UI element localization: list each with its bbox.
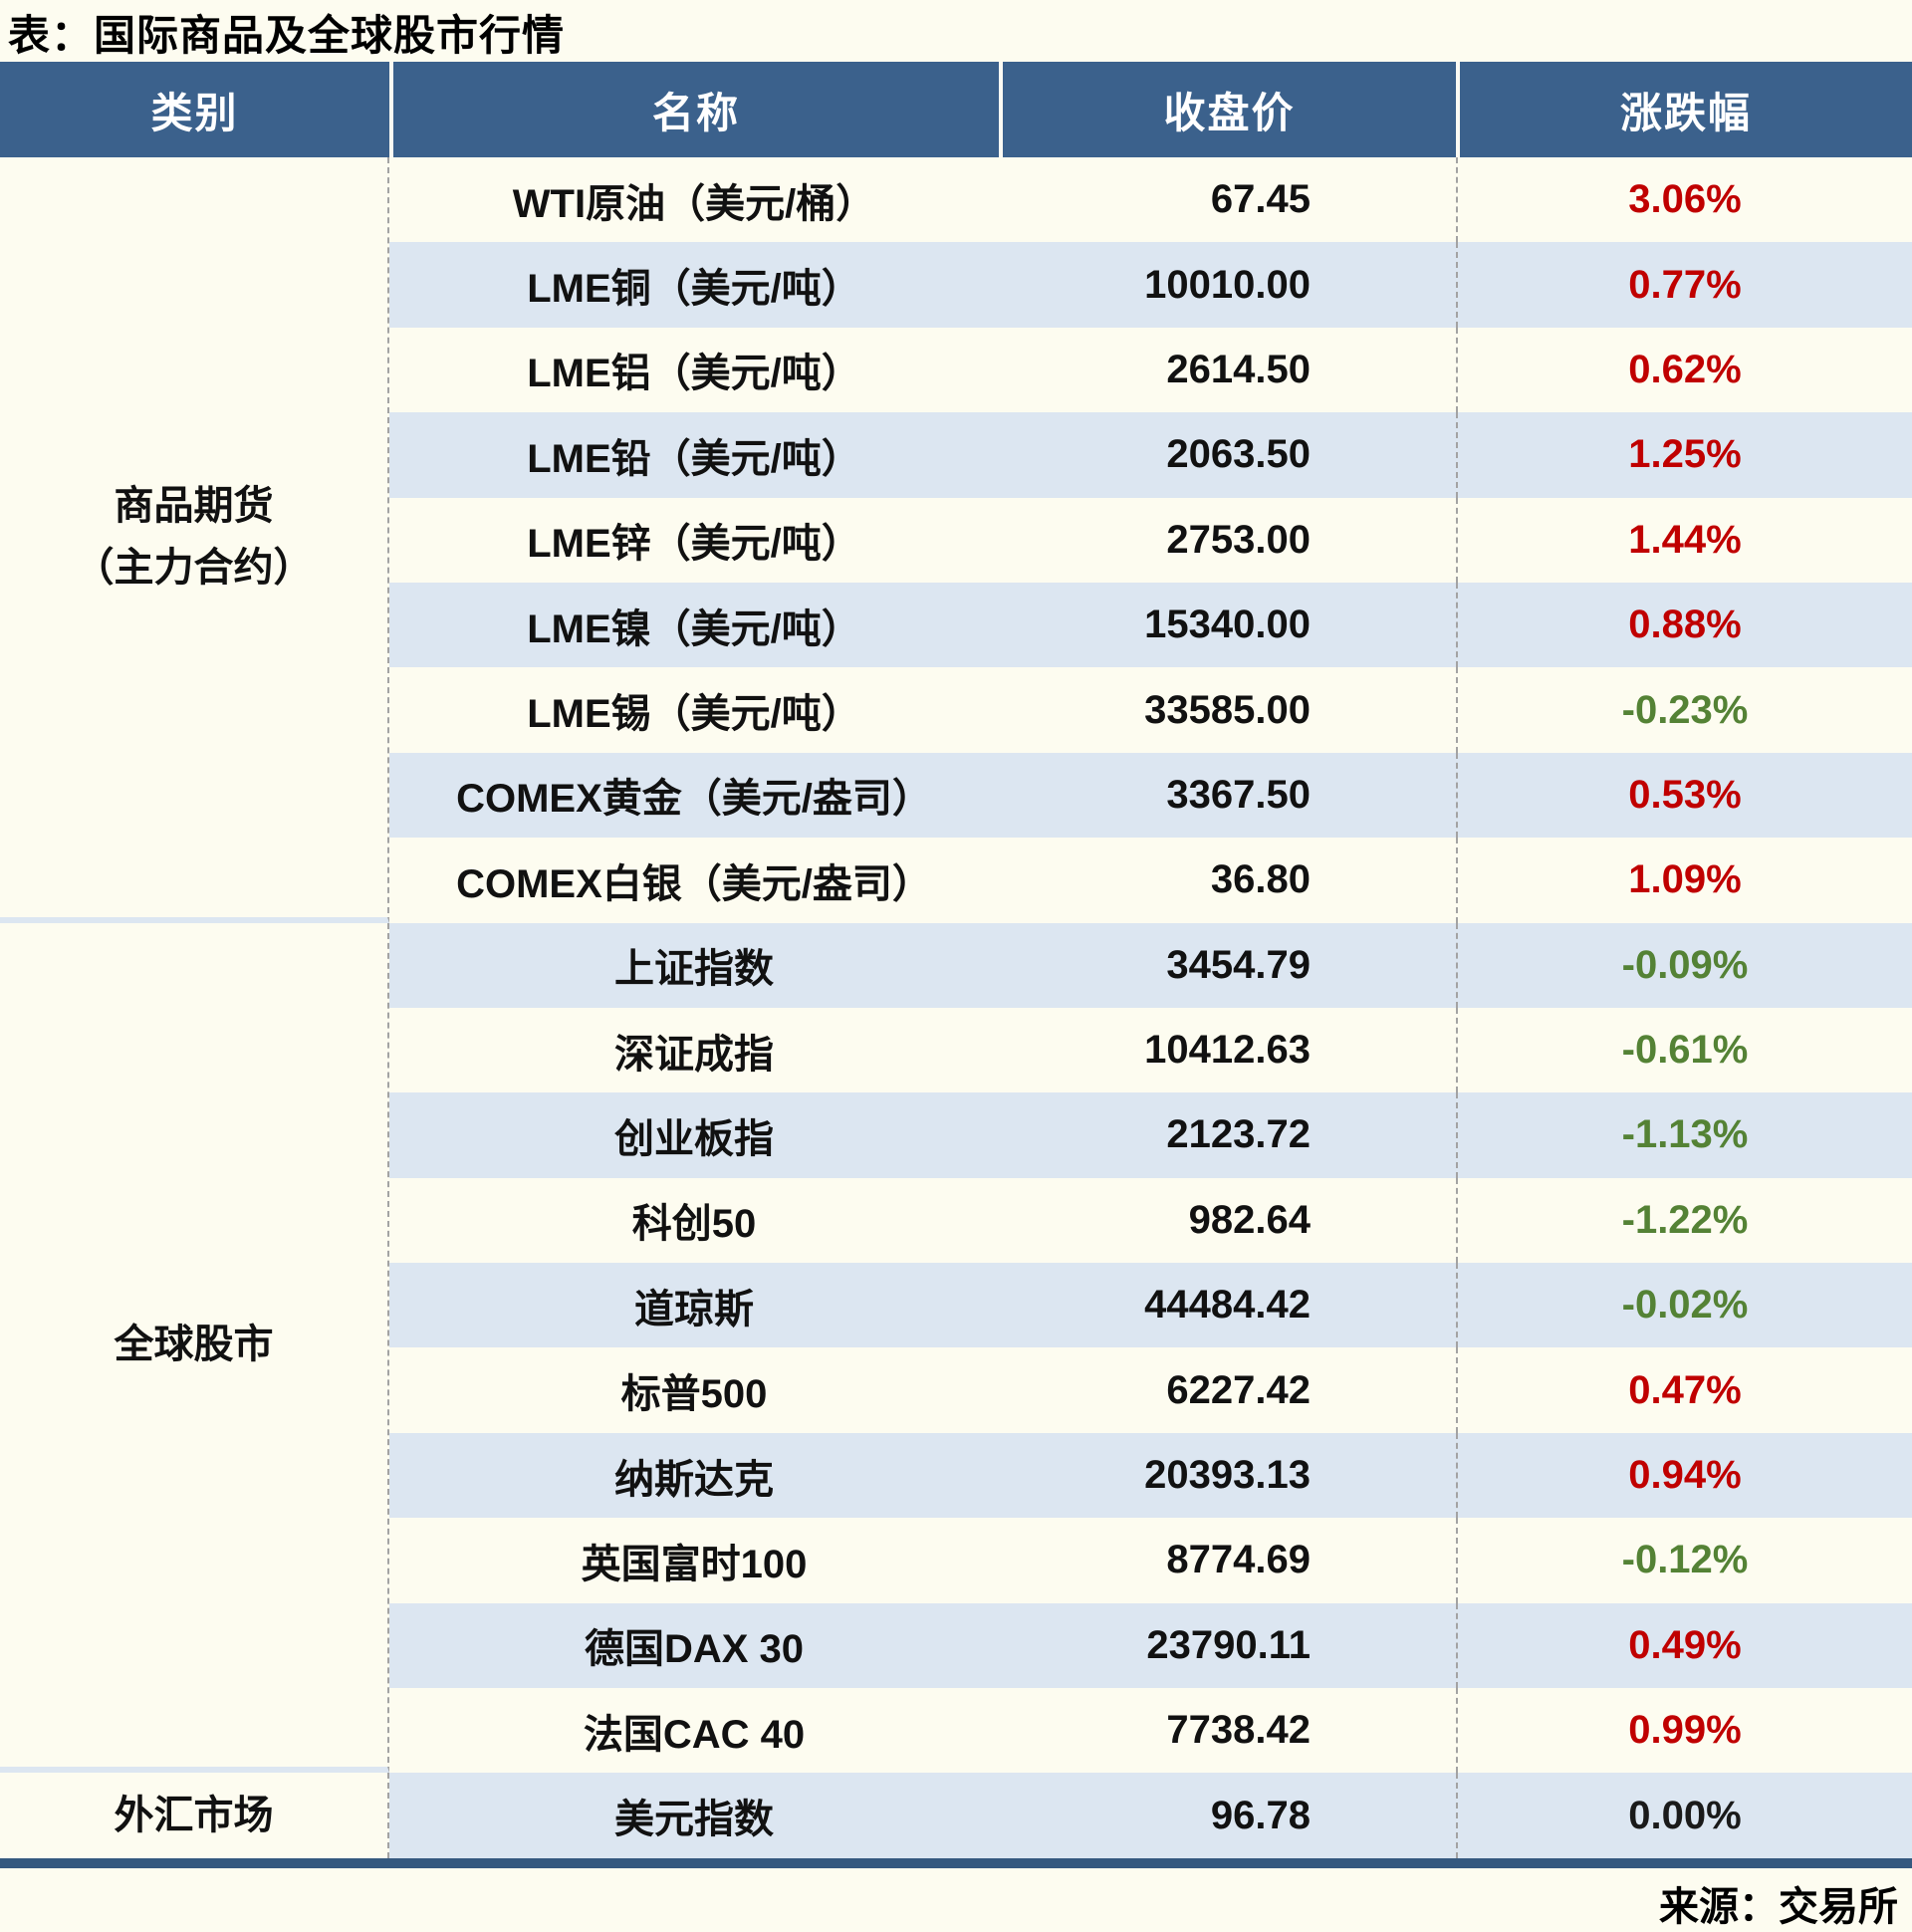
change-pct-cell: 0.77% [1456, 242, 1912, 328]
instrument-name-cell: LME铝（美元/吨） [527, 352, 861, 396]
change-pct-cell: -0.23% [1456, 667, 1912, 753]
close-price-cell: 23790.11 [999, 1602, 1456, 1689]
instrument-name-cell: LME铅（美元/吨） [389, 412, 999, 498]
change-pct-cell: 0.00% [1456, 1773, 1912, 1858]
close-price-cell: 3367.50 [999, 752, 1456, 839]
instrument-name-cell: WTI原油（美元/桶） [512, 181, 876, 226]
category-cell: 商品期货 （主力合约） [0, 157, 389, 923]
close-price-cell: 2063.50 [999, 412, 1456, 498]
header-cell-close: 收盘价 [999, 62, 1456, 157]
instrument-name-cell: 标普500 [620, 1372, 768, 1417]
close-price-cell: 44484.42 [999, 1263, 1456, 1348]
close-price-cell: 67.45 [1210, 177, 1311, 222]
instrument-name-cell: COMEX黄金（美元/盎司） [389, 752, 999, 839]
close-price-cell: 96.78 [999, 1773, 1456, 1858]
instrument-name-cell: LME锡（美元/吨） [527, 692, 861, 737]
instrument-name-cell: LME铜（美元/吨） [389, 242, 999, 328]
close-price-cell: 7738.42 [1166, 1708, 1311, 1753]
instrument-name-cell: LME镍（美元/吨） [389, 582, 999, 668]
change-pct-cell: 0.53% [1456, 752, 1912, 839]
close-price-cell: 36.80 [1210, 857, 1311, 902]
change-pct-cell: -1.22% [1456, 1177, 1912, 1264]
close-price-cell: 3454.79 [999, 922, 1456, 1008]
close-price-cell: 2614.50 [1166, 347, 1311, 391]
change-pct-cell: 1.44% [1456, 497, 1912, 583]
close-price-cell: 33585.00 [1144, 687, 1311, 732]
close-price-cell: 15340.00 [999, 582, 1456, 668]
change-pct-cell: -0.12% [1456, 1518, 1912, 1603]
table-header-row: 类别 名称 收盘价 涨跌幅 [0, 62, 1912, 157]
table-bottom-rule [0, 1858, 1912, 1868]
change-pct-cell: -0.61% [1456, 1007, 1912, 1093]
close-price-cell: 982.64 [1188, 1197, 1311, 1242]
header-cell-change: 涨跌幅 [1456, 62, 1912, 157]
change-pct-cell: 0.88% [1456, 582, 1912, 668]
instrument-name-cell: 深证成指 [614, 1032, 774, 1077]
instrument-name-cell: 美元指数 [389, 1773, 999, 1858]
header-cell-name: 名称 [389, 62, 999, 157]
close-price-cell: 10010.00 [999, 242, 1456, 328]
change-pct-cell: 3.06% [1456, 157, 1912, 243]
instrument-name-cell: 道琼斯 [389, 1263, 999, 1348]
close-price-cell: 2123.72 [999, 1092, 1456, 1178]
change-pct-cell: -1.13% [1456, 1092, 1912, 1178]
instrument-name-cell: 德国DAX 30 [389, 1602, 999, 1689]
source-note: 来源：交易所 [1659, 1885, 1898, 1929]
change-pct-cell: 0.62% [1456, 327, 1912, 413]
instrument-name-cell: 创业板指 [389, 1092, 999, 1178]
instrument-name-cell: 科创50 [631, 1202, 757, 1247]
header-cell-category: 类别 [150, 89, 239, 136]
change-pct-cell: -0.02% [1456, 1263, 1912, 1348]
change-pct-cell: -0.09% [1456, 922, 1912, 1008]
instrument-name-cell: 英国富时100 [581, 1542, 808, 1586]
close-price-cell: 8774.69 [1166, 1538, 1311, 1582]
change-pct-cell: 0.99% [1456, 1688, 1912, 1774]
instrument-name-cell: 法国CAC 40 [583, 1712, 806, 1757]
instrument-name-cell: LME锌（美元/吨） [527, 522, 861, 567]
page-title: 表：国际商品及全球股市行情 [8, 12, 566, 59]
change-pct-cell: 1.09% [1456, 838, 1912, 923]
change-pct-cell: 1.25% [1456, 412, 1912, 498]
market-table: 类别 名称 收盘价 涨跌幅 商品期货 （主力合约） WTI原油（美元/桶） 67.4… [0, 62, 1912, 1858]
instrument-name-cell: 上证指数 [389, 922, 999, 1008]
change-pct-cell: 0.94% [1456, 1432, 1912, 1519]
category-cell: 全球股市 [0, 922, 389, 1774]
table-body: 商品期货 （主力合约） WTI原油（美元/桶） 67.45 3.06% LME铜（美元/… [0, 157, 1912, 1858]
close-price-cell: 20393.13 [999, 1432, 1456, 1519]
change-pct-cell: 0.49% [1456, 1602, 1912, 1689]
close-price-cell: 2753.00 [1166, 517, 1311, 562]
instrument-name-cell: COMEX白银（美元/盎司） [456, 861, 932, 906]
instrument-name-cell: 纳斯达克 [389, 1432, 999, 1519]
close-price-cell: 6227.42 [1166, 1367, 1311, 1412]
close-price-cell: 10412.63 [1144, 1028, 1311, 1073]
category-cell: 外汇市场 [0, 1773, 389, 1858]
change-pct-cell: 0.47% [1456, 1347, 1912, 1433]
